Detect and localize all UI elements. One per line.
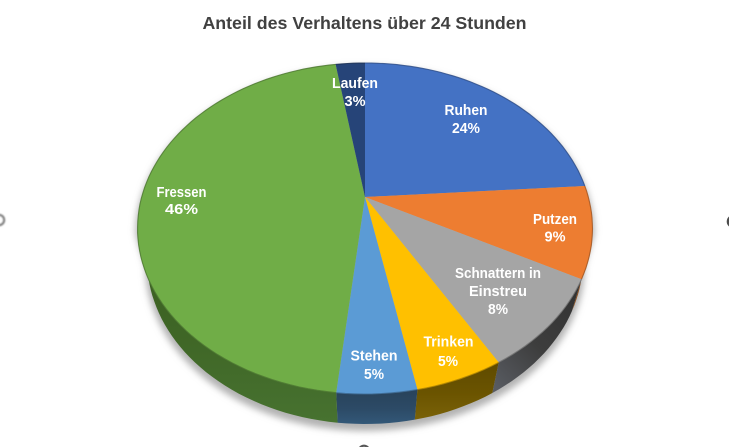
svg-text:46%: 46% bbox=[165, 202, 198, 218]
svg-text:Laufen: Laufen bbox=[332, 76, 378, 92]
svg-text:9%: 9% bbox=[545, 230, 566, 246]
svg-text:Stehen: Stehen bbox=[351, 349, 398, 365]
svg-text:Putzen: Putzen bbox=[533, 212, 577, 228]
svg-text:Schnattern in: Schnattern in bbox=[455, 266, 541, 282]
svg-text:24%: 24% bbox=[452, 121, 480, 137]
svg-text:5%: 5% bbox=[438, 354, 458, 370]
svg-text:Trinken: Trinken bbox=[424, 335, 474, 351]
svg-text:3%: 3% bbox=[345, 94, 366, 110]
svg-text:5%: 5% bbox=[364, 367, 384, 383]
svg-text:8%: 8% bbox=[488, 302, 508, 318]
svg-text:Einstreu: Einstreu bbox=[469, 284, 527, 300]
svg-text:Fressen: Fressen bbox=[157, 185, 207, 201]
svg-text:Ruhen: Ruhen bbox=[445, 103, 488, 119]
